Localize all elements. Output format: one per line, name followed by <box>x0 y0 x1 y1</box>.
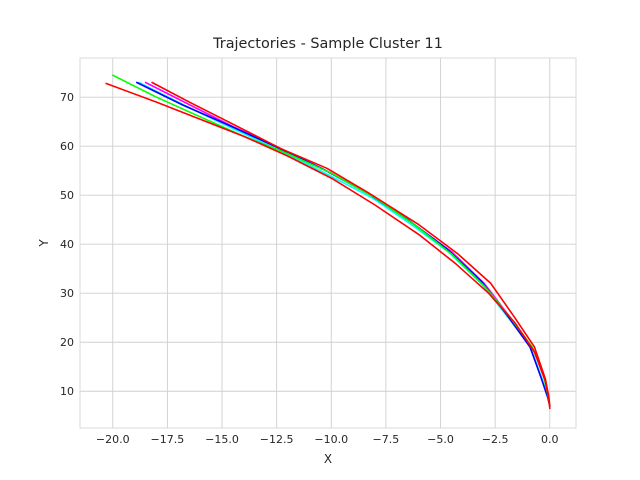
y-axis-label: Y <box>37 239 51 248</box>
trajectory-line-6 <box>151 81 551 407</box>
x-axis-label: X <box>324 452 332 466</box>
x-tick-label: −15.0 <box>205 433 239 446</box>
x-tick-label: −20.0 <box>96 433 130 446</box>
x-tick-label: −7.5 <box>373 433 400 446</box>
x-tick-label: −2.5 <box>482 433 509 446</box>
x-tick-label: 0.0 <box>541 433 559 446</box>
y-tick-label: 60 <box>60 140 74 153</box>
y-tick-label: 40 <box>60 238 74 251</box>
y-tick-label: 10 <box>60 385 74 398</box>
plot-frame <box>79 57 577 429</box>
grid <box>80 58 576 428</box>
x-tick-label: −17.5 <box>151 433 185 446</box>
x-tick-labels: −20.0 −17.5 −15.0 −12.5 −10.0 −7.5 −5.0 −2.5 0.0 <box>96 433 559 446</box>
x-tick-label: −12.5 <box>260 433 294 446</box>
chart-title: Trajectories - Sample Cluster 11 <box>212 36 443 52</box>
y-tick-label: 20 <box>60 336 74 349</box>
trajectory-line-5 <box>105 82 551 410</box>
x-tick-label: −10.0 <box>314 433 348 446</box>
x-tick-label: −5.0 <box>427 433 454 446</box>
y-tick-label: 30 <box>60 287 74 300</box>
y-tick-label: 50 <box>60 189 74 202</box>
plot-series <box>105 74 551 410</box>
y-tick-labels: 10 20 30 40 50 60 70 <box>60 91 74 398</box>
y-tick-label: 70 <box>60 91 74 104</box>
